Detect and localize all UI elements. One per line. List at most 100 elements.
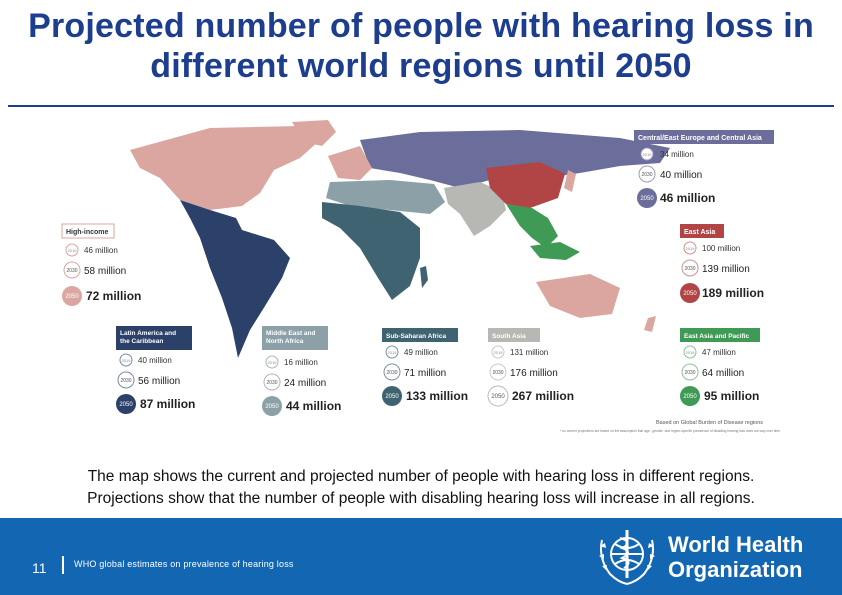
- year-bubble-2019: [119, 353, 133, 367]
- region-value-2019: 47 million: [702, 348, 736, 357]
- year-label: 2030: [641, 172, 652, 178]
- region-value-2050: 44 million: [286, 399, 341, 413]
- year-bubble-2019: [265, 355, 279, 369]
- region-header-bar: [680, 328, 760, 342]
- year-label: 2050: [683, 291, 697, 297]
- region-value-2050: 46 million: [660, 191, 715, 205]
- year-bubble-2019: [640, 147, 654, 161]
- year-bubble-2050: [62, 286, 82, 306]
- region-shape-madagascar: [420, 266, 428, 288]
- year-label: 2050: [119, 402, 133, 408]
- region-value-2030: 139 million: [702, 264, 750, 275]
- footnote: * no current projections are based on th…: [560, 428, 781, 433]
- region-name: South Asia: [492, 333, 526, 340]
- region-value-2030: 176 million: [510, 368, 558, 379]
- region-value-2019: 40 million: [138, 356, 172, 365]
- region-value-2050: 189 million: [702, 286, 764, 300]
- slide-caption: The map shows the current and projected …: [10, 466, 832, 510]
- region-value-2030: 58 million: [84, 266, 126, 277]
- region-panel-sub-saharan: Sub-Saharan Africa 2019 49 million 2030 …: [382, 328, 468, 406]
- region-name: Central/East Europe and Central Asia: [638, 135, 762, 142]
- caption-line: Projections show that the number of peop…: [87, 490, 755, 507]
- region-name: Latin America and the Caribbean: [120, 330, 176, 345]
- year-label: 2019: [388, 350, 398, 355]
- year-bubble-2030: [681, 363, 699, 381]
- region-header-bar: [61, 223, 115, 239]
- region-shape-high-income-asia: [564, 170, 576, 192]
- year-label: 2019: [268, 360, 278, 365]
- region-header-bar: [262, 326, 328, 350]
- caption-line: The map shows the current and projected …: [87, 468, 755, 485]
- year-label: 2030: [684, 370, 695, 376]
- region-value-2050: 133 million: [406, 389, 468, 403]
- year-bubble-2050: [680, 283, 700, 303]
- region-value-2050: 72 million: [86, 289, 141, 303]
- year-bubble-2030: [263, 373, 281, 391]
- year-label: 2019: [686, 246, 696, 251]
- year-bubble-2030: [117, 371, 135, 389]
- region-value-2019: 131 million: [510, 348, 548, 357]
- region-header-bar: [488, 328, 540, 342]
- who-emblem-icon: [599, 530, 655, 585]
- region-shape-latin-america: [180, 200, 290, 358]
- year-bubble-2030: [638, 165, 656, 183]
- organization-name: World Health Organization: [668, 532, 803, 582]
- year-label: 2050: [640, 196, 654, 202]
- world-map-infographic: Central/East Europe and Central Asia 201…: [61, 120, 781, 433]
- footer-text: WHO global estimates on prevalence of he…: [74, 559, 294, 569]
- year-bubble-2019: [683, 345, 697, 359]
- year-bubble-2050: [680, 386, 700, 406]
- region-panel-middle-east: Middle East and North Africa 2019 16 mill…: [262, 326, 341, 416]
- year-label: 2030: [492, 370, 503, 376]
- year-bubble-2030: [383, 363, 401, 381]
- region-panel-latin-america: Latin America and the Caribbean 2019 40 m…: [116, 326, 195, 414]
- region-panel-south-asia: South Asia 2019 131 million 2030 176 mil…: [487, 328, 574, 407]
- year-label: 2019: [68, 248, 78, 253]
- region-shape-high-income-north-america: [130, 126, 320, 210]
- region-name: East Asia and Pacific: [684, 333, 750, 340]
- year-label: 2030: [684, 266, 695, 272]
- year-label: 2050: [65, 294, 79, 300]
- year-label: 2030: [66, 268, 77, 274]
- footer-bar: 11 WHO global estimates on prevalence of…: [0, 518, 842, 595]
- region-shape-middle-east: [326, 180, 445, 214]
- region-shape-high-income-europe: [328, 146, 372, 180]
- organization-name-line1: World Health: [668, 532, 804, 557]
- region-header-bar: [116, 326, 192, 350]
- year-bubble-2050: [487, 385, 509, 407]
- region-shape-pacific-islands: [530, 242, 580, 260]
- year-bubble-2019: [65, 243, 79, 257]
- organization-name-line2: Organization: [668, 557, 803, 582]
- year-bubble-2019: [491, 345, 505, 359]
- region-shape-central-east-europe: [360, 130, 670, 188]
- year-bubble-2030: [681, 259, 699, 277]
- region-value-2019: 34 million: [660, 150, 694, 159]
- year-label: 2030: [120, 378, 131, 384]
- year-label: 2019: [686, 350, 696, 355]
- region-value-2019: 49 million: [404, 348, 438, 357]
- year-label: 2030: [386, 370, 397, 376]
- region-shape-east-asia: [486, 162, 565, 208]
- region-panel-central-east-europe: Central/East Europe and Central Asia 201…: [634, 130, 774, 208]
- region-header-bar: [680, 224, 724, 238]
- region-value-2030: 64 million: [702, 368, 744, 379]
- region-value-2030: 71 million: [404, 368, 446, 379]
- region-value-2030: 40 million: [660, 170, 702, 181]
- region-shape-australia: [536, 274, 620, 318]
- region-name: East Asia: [684, 229, 715, 236]
- region-value-2050: 267 million: [512, 389, 574, 403]
- region-shape-east-asia-pacific: [506, 204, 558, 248]
- footer-divider: [62, 556, 64, 574]
- region-header-bar: [382, 328, 458, 342]
- region-value-2019: 46 million: [84, 246, 118, 255]
- region-name: Sub-Saharan Africa: [386, 333, 446, 340]
- region-panel-east-asia: East Asia 2019 100 million 2030 139 mill…: [680, 224, 764, 303]
- region-value-2030: 24 million: [284, 378, 326, 389]
- year-label: 2050: [683, 394, 697, 400]
- year-label: 2050: [385, 394, 399, 400]
- region-shape-greenland: [292, 120, 336, 146]
- region-value-2050: 87 million: [140, 397, 195, 411]
- region-value-2050: 95 million: [704, 389, 759, 403]
- world-map: [130, 120, 670, 358]
- year-bubble-2050: [382, 386, 402, 406]
